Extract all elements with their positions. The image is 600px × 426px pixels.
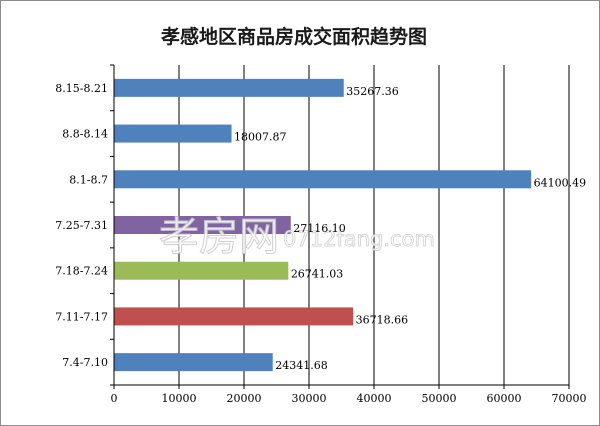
data-label: 35267.36 <box>346 85 399 98</box>
x-tick-label: 20000 <box>227 392 262 405</box>
bar <box>114 261 289 280</box>
x-tick-label: 10000 <box>162 392 197 405</box>
category-label: 8.1-8.7 <box>69 173 108 186</box>
category-label: 7.4-7.10 <box>62 356 108 369</box>
data-label: 27116.10 <box>293 222 346 235</box>
x-tick-label: 70000 <box>552 392 587 405</box>
category-label: 7.25-7.31 <box>55 219 108 232</box>
data-label: 24341.68 <box>275 359 328 372</box>
bar <box>114 170 532 189</box>
category-label: 7.11-7.17 <box>55 310 108 323</box>
bar <box>114 353 273 372</box>
x-tick-label: 50000 <box>422 392 457 405</box>
category-label: 7.18-7.24 <box>55 265 108 278</box>
gridlines <box>178 65 570 385</box>
watermark-brand: 孝房网 <box>159 214 279 260</box>
bar <box>114 216 291 234</box>
bar <box>114 78 344 97</box>
data-label: 26741.03 <box>291 268 344 281</box>
data-label: 64100.49 <box>534 176 587 189</box>
x-tick-label: 40000 <box>357 392 392 405</box>
x-tick-label: 0 <box>111 392 118 405</box>
data-label: 18007.87 <box>234 131 287 144</box>
x-tick-label: 60000 <box>487 392 522 405</box>
data-label: 36718.66 <box>356 313 409 326</box>
watermark: 孝房网 0712fang.com <box>159 214 436 261</box>
watermark-domain: 0712fang.com <box>283 227 435 251</box>
bars <box>114 78 532 372</box>
axes: 0 10000 20000 30000 40000 50000 60000 70000 8.15… <box>55 64 587 405</box>
category-label: 8.8-8.14 <box>62 128 108 141</box>
category-label: 8.15-8.21 <box>55 82 108 95</box>
chart-title: 孝感地区商品房成交面积趋势图 <box>161 25 427 48</box>
x-tick-label: 30000 <box>292 392 327 405</box>
bar <box>114 124 232 143</box>
bar <box>114 307 354 326</box>
data-labels: 35267.36 18007.87 64100.49 27116.10 26741.03… <box>234 85 586 372</box>
